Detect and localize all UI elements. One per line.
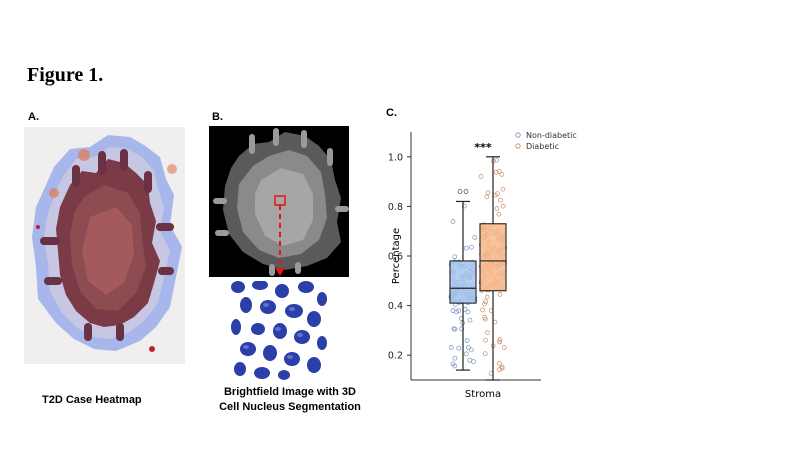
data-point <box>497 361 502 366</box>
data-point <box>494 157 499 163</box>
legend-marker <box>515 143 521 149</box>
data-point <box>472 234 478 240</box>
heatmap-image <box>24 127 185 364</box>
panel-c-label: C. <box>386 107 397 119</box>
y-tick-label: 1.0 <box>388 152 403 163</box>
data-point <box>452 254 458 260</box>
data-point <box>485 330 490 335</box>
outlier-point <box>457 189 463 194</box>
data-point <box>452 326 458 332</box>
data-point <box>498 197 503 203</box>
data-point <box>499 172 505 177</box>
data-point <box>466 345 471 350</box>
data-point <box>484 194 490 200</box>
panel-b-caption-line2: Cell Nucleus Segmentation <box>219 401 361 413</box>
data-point <box>494 206 500 211</box>
legend-label: Diabetic <box>526 142 559 151</box>
data-point <box>496 211 502 217</box>
y-tick-label: 0.2 <box>388 351 403 362</box>
data-point <box>500 186 506 192</box>
data-point <box>483 299 489 305</box>
data-point <box>450 361 456 367</box>
figure-title: Figure 1. <box>27 64 104 86</box>
panel-b-caption: Brightfield Image with 3D Cell Nucleus S… <box>205 385 375 415</box>
data-point <box>456 308 462 313</box>
data-point <box>465 309 471 315</box>
data-point <box>480 307 485 313</box>
panel-b-label: B. <box>212 111 223 123</box>
data-point <box>450 308 456 313</box>
data-point <box>497 292 503 297</box>
panel-b-caption-line1: Brightfield Image with 3D <box>223 386 356 398</box>
data-point <box>448 345 454 350</box>
y-tick-label: 0.6 <box>388 252 403 263</box>
data-point <box>493 170 499 175</box>
data-point <box>463 351 469 357</box>
panel-a-caption: T2D Case Heatmap <box>42 394 142 406</box>
data-point <box>482 315 488 320</box>
data-point <box>452 355 458 361</box>
outlier-point <box>463 189 469 194</box>
data-point <box>463 245 469 251</box>
data-point <box>478 174 484 179</box>
data-point <box>467 317 473 323</box>
data-point <box>500 203 506 209</box>
data-point <box>501 345 507 350</box>
nucleus-segmentation-image <box>230 281 327 380</box>
data-point <box>499 364 505 370</box>
data-point <box>484 294 490 300</box>
data-point <box>496 169 502 174</box>
y-tick-label: 0.4 <box>388 301 403 312</box>
boxplot-chart: 0.2 0.4 0.6 0.8 1.0 *** Percentage Stroma No… <box>388 131 577 400</box>
significance-label: *** <box>474 141 492 154</box>
data-point <box>459 326 464 332</box>
data-point <box>467 357 473 363</box>
legend-label: Non-diabetic <box>526 131 577 140</box>
data-point <box>497 367 502 372</box>
data-point <box>468 347 474 353</box>
data-point <box>461 203 467 209</box>
data-point <box>495 191 500 197</box>
data-point <box>464 338 470 343</box>
box-diabetic <box>479 223 507 292</box>
legend-marker <box>515 132 521 138</box>
data-point <box>485 190 491 195</box>
data-point <box>483 337 488 343</box>
data-point <box>482 301 487 307</box>
data-point <box>497 339 503 345</box>
data-point <box>497 337 503 342</box>
y-axis-label: Percentage <box>391 228 402 284</box>
data-point <box>482 351 488 357</box>
y-tick-label: 0.8 <box>388 202 403 213</box>
data-point <box>469 244 474 250</box>
box-nondiabetic <box>449 260 477 304</box>
panel-a-label: A. <box>28 111 39 123</box>
data-point <box>499 366 505 371</box>
x-axis-label: Stroma <box>465 389 501 400</box>
data-point <box>450 219 456 224</box>
data-point <box>456 345 462 351</box>
brightfield-image <box>209 126 349 277</box>
